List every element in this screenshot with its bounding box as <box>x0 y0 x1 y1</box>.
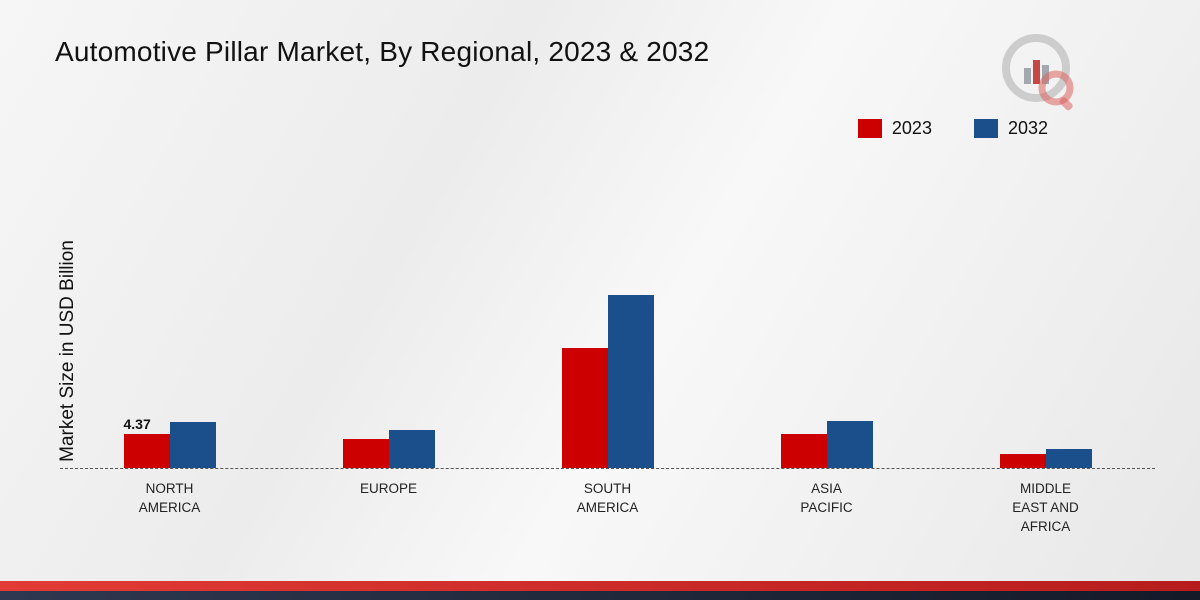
bar-chart-magnifier-icon <box>1002 34 1074 111</box>
category-label: MIDDLE EAST AND AFRICA <box>1012 481 1079 534</box>
bar-value-label: 4.37 <box>123 416 151 432</box>
bar-group-south-america: SOUTH AMERICA <box>561 295 654 515</box>
bar-2023-europe <box>342 439 389 468</box>
bar-2032-north-america <box>169 422 216 468</box>
plot-area: 4.37 NORTH AMERICA EUROPE SOUTH AMERICA ASIA… <box>60 100 1155 534</box>
bar-slot <box>342 439 389 468</box>
legend-label-2023: 2023 <box>891 118 932 138</box>
bar-slot: 4.37 <box>123 416 170 468</box>
x-axis-line <box>60 468 1155 469</box>
bar-slot <box>169 422 216 468</box>
category-label: EUROPE <box>359 481 417 496</box>
category-label: NORTH AMERICA <box>138 481 201 515</box>
bar-slot <box>999 454 1046 468</box>
legend-item-2032: 2032 <box>973 118 1048 139</box>
bar-2023-north-america <box>123 434 170 468</box>
brand-logo <box>1000 32 1082 119</box>
legend-item-2023: 2023 <box>857 118 932 139</box>
footer-stripe-dark <box>0 591 1200 600</box>
bar-groups: 4.37 NORTH AMERICA EUROPE SOUTH AMERICA ASIA… <box>60 100 1155 534</box>
legend-label-2032: 2032 <box>1007 118 1048 138</box>
bar-2032-asia-pacific <box>826 421 873 468</box>
bar-slot <box>561 348 608 468</box>
bar-2023-middle-east-and-africa <box>999 454 1046 468</box>
bar-slot <box>388 430 435 468</box>
category-label: ASIA PACIFIC <box>800 481 853 515</box>
category-label: SOUTH AMERICA <box>576 481 639 515</box>
footer-stripe-red <box>0 581 1200 591</box>
bar-group-asia-pacific: ASIA PACIFIC <box>780 421 873 515</box>
bar-2032-middle-east-and-africa <box>1045 449 1092 468</box>
bar-2023-asia-pacific <box>780 434 827 468</box>
legend-swatch-2023 <box>857 119 882 138</box>
bar-2032-south-america <box>607 295 654 468</box>
bar-2023-south-america <box>561 348 608 468</box>
legend: 2023 2032 <box>857 118 1048 139</box>
chart-title: Automotive Pillar Market, By Regional, 2… <box>55 36 710 67</box>
bar-group-europe: EUROPE <box>342 430 435 496</box>
bar-2032-europe <box>388 430 435 468</box>
bar-slot <box>1045 449 1092 468</box>
bar-slot <box>826 421 873 468</box>
bar-slot <box>780 434 827 468</box>
bar-group-north-america: 4.37 NORTH AMERICA <box>123 416 216 515</box>
bar-group-middle-east-and-africa: MIDDLE EAST AND AFRICA <box>999 449 1092 534</box>
bar-slot <box>607 295 654 468</box>
legend-swatch-2032 <box>973 119 998 138</box>
